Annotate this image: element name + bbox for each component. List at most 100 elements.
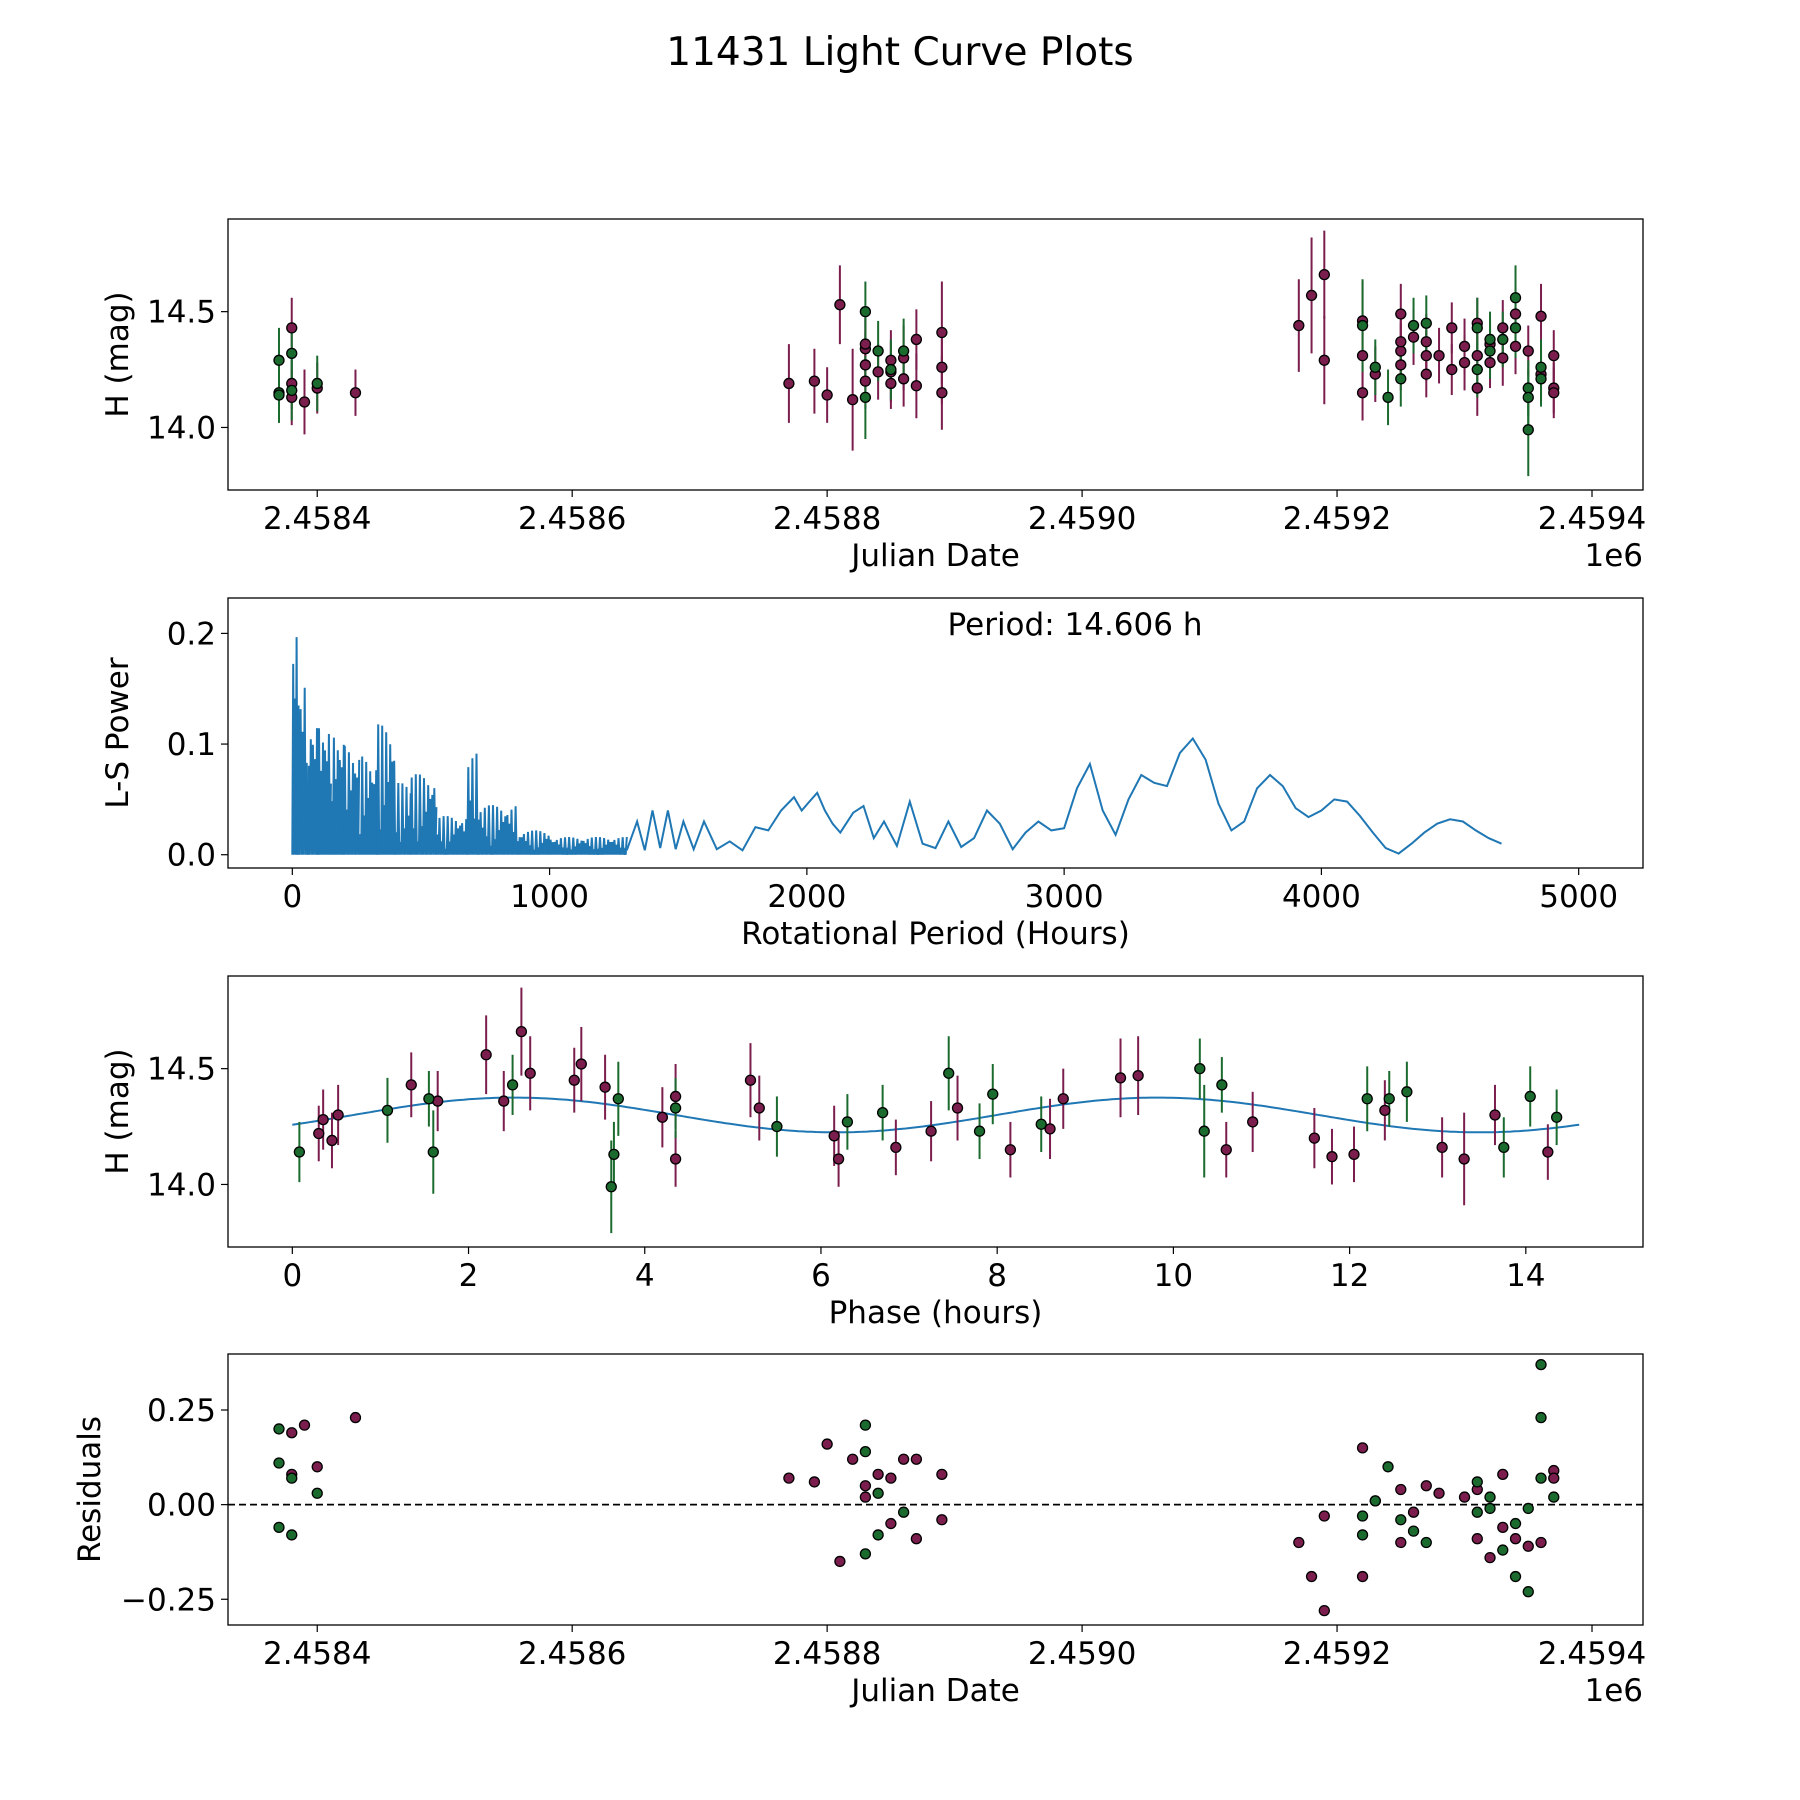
data-point-green bbox=[273, 389, 285, 401]
data-point-green bbox=[293, 1146, 306, 1158]
data-point-maroon bbox=[1004, 1144, 1017, 1156]
data-point-maroon bbox=[1318, 1510, 1330, 1522]
data-point-maroon bbox=[859, 1491, 872, 1503]
data-point-maroon bbox=[1044, 1123, 1056, 1135]
x-tick-label: 2.4584 bbox=[263, 501, 371, 537]
data-point-green bbox=[1420, 1536, 1432, 1549]
data-point-green bbox=[1420, 317, 1432, 329]
data-point-maroon bbox=[656, 1111, 669, 1123]
x-tick-label: 2000 bbox=[767, 879, 846, 915]
data-point-maroon bbox=[1395, 308, 1407, 320]
x-tick-label: 10 bbox=[1154, 1258, 1193, 1294]
data-point-maroon bbox=[846, 1453, 859, 1465]
data-point-maroon bbox=[311, 1461, 323, 1473]
data-point-green bbox=[1194, 1062, 1206, 1075]
x-tick-label: 6 bbox=[811, 1258, 831, 1294]
data-point-maroon bbox=[821, 389, 833, 401]
data-point-green bbox=[286, 384, 298, 397]
data-point-green bbox=[1471, 322, 1483, 334]
data-point-green bbox=[1198, 1125, 1210, 1137]
data-point-green bbox=[286, 347, 298, 359]
data-point-maroon bbox=[1114, 1072, 1127, 1084]
data-point-green bbox=[897, 1506, 910, 1518]
panel-lightcurve: 2.4584 2.4586 2.4588 2.4590 2.4592 2.4594 14.0… bbox=[100, 218, 1646, 574]
data-point-green bbox=[859, 1446, 872, 1458]
axes-frame bbox=[227, 597, 1644, 869]
data-point-green bbox=[1484, 345, 1496, 357]
panel-phased: 0 2 4 6 8 10 12 14 14.0 14.5 Phase (hours) H (mag) bbox=[100, 975, 1644, 1331]
data-point-maroon bbox=[744, 1074, 757, 1086]
data-point-green bbox=[1509, 322, 1522, 334]
data-point-green bbox=[311, 377, 323, 390]
x-tick-label: 2.4590 bbox=[1028, 501, 1136, 537]
x-tick-label: 2.4586 bbox=[518, 501, 626, 537]
plot-area-periodogram bbox=[291, 637, 1502, 856]
data-point-maroon bbox=[1379, 1104, 1391, 1116]
y-axis-label: Residuals bbox=[72, 1416, 108, 1563]
data-point-green bbox=[1509, 1517, 1522, 1530]
x-tick-label: 2.4588 bbox=[773, 501, 881, 537]
data-point-maroon bbox=[669, 1090, 682, 1103]
data-point-maroon bbox=[298, 1419, 311, 1431]
data-point-green bbox=[1535, 1358, 1547, 1371]
data-point-maroon bbox=[669, 1153, 682, 1165]
data-point-maroon bbox=[1395, 359, 1407, 371]
data-point-green bbox=[273, 1423, 285, 1435]
data-point-green bbox=[987, 1088, 999, 1100]
x-axis-label: Rotational Period (Hours) bbox=[741, 916, 1130, 952]
data-point-green bbox=[273, 1457, 285, 1469]
data-point-green bbox=[1535, 1472, 1547, 1484]
periodogram-band bbox=[466, 753, 479, 855]
data-point-maroon bbox=[1458, 1491, 1471, 1503]
periodogram-band bbox=[291, 637, 299, 855]
data-point-maroon bbox=[885, 354, 897, 366]
data-point-green bbox=[1471, 1476, 1483, 1488]
periodogram-band bbox=[517, 830, 551, 855]
data-point-maroon bbox=[1420, 336, 1432, 348]
data-point-maroon bbox=[808, 1476, 821, 1488]
data-point-maroon bbox=[349, 387, 362, 399]
data-point-maroon bbox=[897, 1453, 910, 1465]
data-point-green bbox=[1484, 1491, 1496, 1503]
periodogram-curve bbox=[625, 736, 1502, 855]
data-point-maroon bbox=[859, 359, 872, 371]
data-point-green bbox=[608, 1148, 620, 1161]
data-point-maroon bbox=[1535, 1536, 1547, 1549]
data-point-maroon bbox=[828, 1130, 840, 1142]
data-point-maroon bbox=[885, 1472, 897, 1484]
x-tick-label: 2.4586 bbox=[518, 1636, 626, 1672]
periodogram-band bbox=[329, 737, 345, 855]
data-point-green bbox=[1484, 1502, 1496, 1515]
data-point-maroon bbox=[575, 1058, 587, 1070]
axes-frame bbox=[227, 218, 1644, 491]
data-point-maroon bbox=[1535, 310, 1547, 322]
data-point-green bbox=[897, 345, 910, 357]
data-point-green bbox=[1407, 1525, 1420, 1537]
y-tick-label: 14.0 bbox=[147, 1167, 216, 1203]
periodogram-band bbox=[358, 756, 379, 855]
data-point-maroon bbox=[951, 1102, 964, 1114]
y-tick-label: 0.2 bbox=[167, 616, 216, 652]
data-point-green bbox=[1535, 373, 1547, 385]
periodogram-band bbox=[342, 745, 361, 855]
data-point-maroon bbox=[286, 322, 298, 334]
data-point-maroon bbox=[936, 326, 948, 339]
periodogram-band bbox=[394, 782, 412, 855]
data-point-maroon bbox=[936, 387, 948, 399]
data-point-green bbox=[885, 363, 897, 376]
data-point-maroon bbox=[480, 1049, 492, 1061]
data-point-maroon bbox=[498, 1095, 510, 1107]
data-point-maroon bbox=[1433, 350, 1445, 362]
x-offset-label: 1e6 bbox=[1584, 1673, 1643, 1709]
data-point-maroon bbox=[1484, 356, 1496, 369]
data-point-maroon bbox=[286, 1427, 298, 1439]
data-point-maroon bbox=[834, 299, 846, 311]
data-point-maroon bbox=[1497, 322, 1509, 334]
data-point-green bbox=[1407, 319, 1420, 332]
data-point-maroon bbox=[1484, 1551, 1496, 1564]
data-point-green bbox=[1522, 1586, 1534, 1598]
x-tick-label: 5000 bbox=[1539, 879, 1618, 915]
periodogram-band bbox=[296, 687, 309, 855]
y-tick-label: 0.1 bbox=[167, 727, 216, 763]
y-tick-label: 14.5 bbox=[147, 295, 216, 331]
